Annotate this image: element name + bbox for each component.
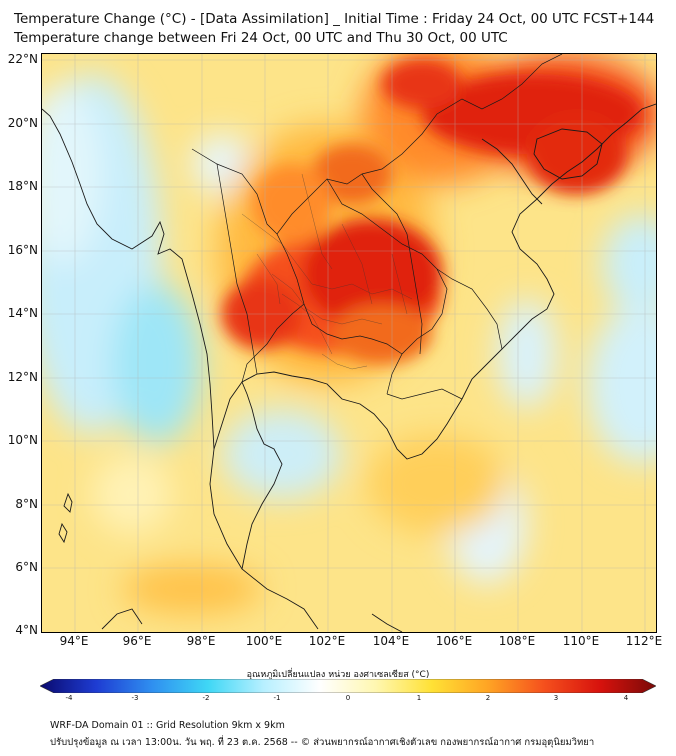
map-canvas — [42, 54, 656, 632]
lon-label-106e: 106°E — [435, 634, 473, 648]
colorbar-title: อุณหภูมิเปลี่ยนแปลง หน่วย องศาเซลเซียส (… — [246, 670, 430, 680]
province-lines — [241, 173, 413, 370]
map-subtitle: Temperature change between Fri 24 Oct, 0… — [14, 30, 508, 46]
lon-label-104e: 104°E — [372, 634, 410, 648]
lon-label-100e: 100°E — [245, 634, 283, 648]
colorbar-tick: -1 — [273, 694, 281, 702]
colorbar-tick: 1 — [416, 694, 422, 702]
lat-label-8n: 8°N — [15, 497, 38, 511]
lon-label-112e: 112°E — [625, 634, 663, 648]
lon-label-108e: 108°E — [498, 634, 536, 648]
lon-label-98e: 98°E — [186, 634, 216, 648]
colorbar-tick: 0 — [345, 694, 351, 702]
coastlines — [42, 103, 656, 632]
lon-label-102e: 102°E — [308, 634, 346, 648]
lat-label-4n: 4°N — [15, 623, 38, 637]
lon-label-110e: 110°E — [562, 634, 600, 648]
lat-label-16n: 16°N — [7, 243, 38, 257]
lat-label-14n: 14°N — [7, 306, 38, 320]
colorbar — [40, 679, 656, 693]
temperature-field — [42, 54, 656, 632]
lat-label-22n: 22°N — [7, 52, 38, 66]
lat-label-10n: 10°N — [7, 433, 38, 447]
colorbar-tick: 3 — [553, 694, 559, 702]
lon-label-96e: 96°E — [122, 634, 152, 648]
colorbar-tick: -3 — [131, 694, 139, 702]
lat-label-18n: 18°N — [7, 179, 38, 193]
lat-label-6n: 6°N — [15, 560, 38, 574]
colorbar-bar — [40, 679, 656, 693]
lat-label-20n: 20°N — [7, 116, 38, 130]
borders — [191, 54, 563, 400]
map-title: Temperature Change (°C) - [Data Assimila… — [14, 11, 655, 27]
footer-credit: ปรับปรุงข้อมูล ณ เวลา 13:00น. วัน พฤ. ที… — [50, 737, 595, 748]
graticule — [42, 54, 656, 632]
colorbar-tick: 4 — [623, 694, 629, 702]
lon-label-94e: 94°E — [59, 634, 89, 648]
lat-label-12n: 12°N — [7, 370, 38, 384]
temperature-change-map — [41, 53, 657, 633]
colorbar-tick: -4 — [65, 694, 73, 702]
footer-model-info: WRF-DA Domain 01 :: Grid Resolution 9km … — [50, 720, 285, 731]
colorbar-tick: 2 — [485, 694, 491, 702]
colorbar-tick: -2 — [202, 694, 210, 702]
